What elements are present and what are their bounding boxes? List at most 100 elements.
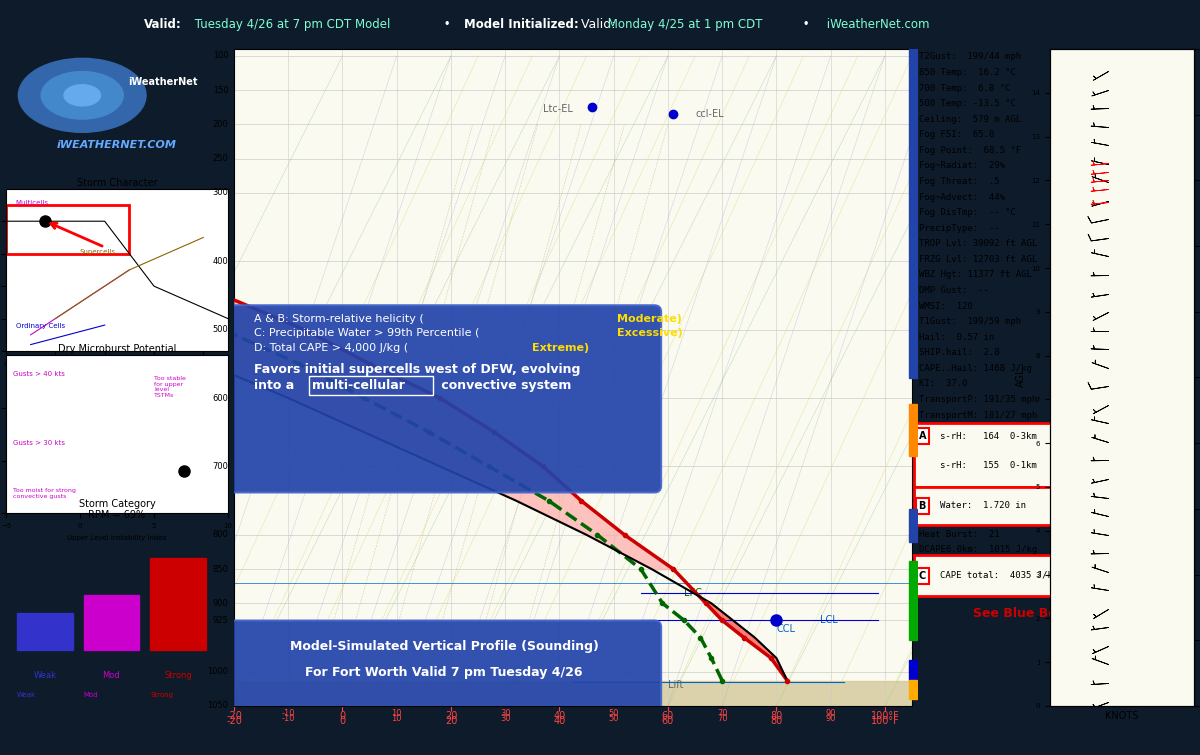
Text: Model-Simulated Vertical Profile (Sounding): Model-Simulated Vertical Profile (Soundi… [289,640,599,653]
Circle shape [41,72,124,119]
Text: iWEATHERNET.COM: iWEATHERNET.COM [56,140,176,150]
X-axis label: Shear    4km       10         20         30        40    m/s: Shear 4km 10 20 30 40 m/s [29,372,205,378]
Text: Moderate): Moderate) [617,313,682,324]
Text: 1050: 1050 [208,701,228,710]
Text: 700 Temp:  6.8 °C: 700 Temp: 6.8 °C [919,84,1010,93]
Text: LFC: LFC [684,588,702,598]
Text: CAPE total:  4035 J/kg: CAPE total: 4035 J/kg [940,572,1058,580]
Text: 70: 70 [716,710,727,718]
Text: 90: 90 [826,714,836,723]
Text: iWeatherNet.com: iWeatherNet.com [823,18,929,31]
Text: 0: 0 [340,710,346,721]
Text: ccl-EL: ccl-EL [695,109,724,119]
Bar [84,595,139,650]
Title: Dry Microburst Potential: Dry Microburst Potential [58,344,176,354]
Text: Extreme): Extreme) [533,343,589,353]
Text: Fog Point:  68.5 °F: Fog Point: 68.5 °F [919,146,1021,155]
Text: Weak: Weak [17,692,36,698]
Text: DMP Gust:  --: DMP Gust: -- [919,286,989,295]
FancyBboxPatch shape [227,621,661,713]
Text: -10: -10 [282,710,295,718]
Text: s-rH:   164  0-3km: s-rH: 164 0-3km [940,432,1037,441]
Text: Favors initial supercells west of DFW, evolving: Favors initial supercells west of DFW, e… [254,363,581,376]
Text: Gusts > 40 kts: Gusts > 40 kts [13,371,65,377]
Text: TransportP: 191/35 mph: TransportP: 191/35 mph [919,395,1037,404]
Bar [910,404,917,456]
Text: 800: 800 [212,530,228,539]
Text: 900: 900 [212,599,228,608]
Text: Mod: Mod [102,671,120,680]
Bar [910,680,917,699]
Text: Tuesday 4/26 at 7 pm CDT Model: Tuesday 4/26 at 7 pm CDT Model [191,18,394,31]
Title: Storm Category
RPM = 69%: Storm Category RPM = 69% [79,498,155,520]
Text: SHIP.hail:  2.8: SHIP.hail: 2.8 [919,348,1000,357]
Text: •: • [799,18,814,31]
Bar [234,680,912,706]
Text: Too stable
for upper
level
TSTMs: Too stable for upper level TSTMs [154,376,186,398]
Text: 70: 70 [716,714,727,723]
X-axis label: KNOTS: KNOTS [1105,711,1139,722]
Text: TransportM: 181/27 mph: TransportM: 181/27 mph [919,411,1037,420]
Text: PrecipType:  --: PrecipType: -- [919,223,1000,233]
Text: T2Gust:  199/44 mph: T2Gust: 199/44 mph [919,52,1021,61]
X-axis label: Upper Level Instability Index: Upper Level Instability Index [67,535,167,541]
Text: Ltc-EL: Ltc-EL [544,104,574,114]
Text: 300: 300 [212,188,228,197]
Bar [910,49,917,378]
Text: Fog~Radiat:  29%: Fog~Radiat: 29% [919,162,1004,171]
Text: Multicells: Multicells [16,200,49,206]
Circle shape [64,85,101,106]
Text: s-rH:   155  0-1km: s-rH: 155 0-1km [940,461,1037,470]
Text: 150: 150 [212,85,228,94]
Text: Valid:: Valid: [144,18,181,31]
Text: •: • [440,18,455,31]
Text: For Fort Worth Valid 7 pm Tuesday 4/26: For Fort Worth Valid 7 pm Tuesday 4/26 [306,667,583,680]
Bar [150,558,206,650]
Text: Weak: Weak [34,671,56,680]
Text: Heat Burst:  21: Heat Burst: 21 [919,530,1000,539]
Text: 30: 30 [500,714,510,723]
Text: 100°F: 100°F [870,710,899,721]
Text: WBZ Hgt: 11377 ft AGL: WBZ Hgt: 11377 ft AGL [919,270,1032,279]
Circle shape [18,58,146,132]
Text: Fog DisTmp:  -- °C: Fog DisTmp: -- °C [919,208,1015,217]
Text: 100: 100 [212,51,228,60]
Text: Valid:: Valid: [581,18,619,31]
Text: 80: 80 [770,710,782,721]
Text: TROP Lvl: 39092 ft AGL: TROP Lvl: 39092 ft AGL [919,239,1037,248]
Text: Too moist for strong
convective gusts: Too moist for strong convective gusts [13,488,77,498]
Text: 600: 600 [212,393,228,402]
Bar [6,205,130,254]
Text: B: B [919,501,926,511]
Text: Gusts > 30 kts: Gusts > 30 kts [13,439,66,445]
Text: 400: 400 [212,257,228,266]
Text: Lift: Lift [668,680,683,690]
Text: 20: 20 [445,710,457,721]
Text: 90: 90 [826,710,836,718]
Text: Fog Threat:  .5: Fog Threat: .5 [919,177,1000,186]
Text: iWeatherNet: iWeatherNet [128,77,197,87]
Text: -10: -10 [282,714,295,723]
Bar [910,509,917,542]
Bar [910,660,917,680]
Text: Strong: Strong [150,692,173,698]
Text: Water:  1.720 in: Water: 1.720 in [940,501,1026,510]
Text: CCL: CCL [776,624,796,634]
Bar [17,613,73,650]
Text: DCAPE6.0km:  1015 J/kg: DCAPE6.0km: 1015 J/kg [919,545,1037,554]
Text: A & B: Storm-relative helicity (: A & B: Storm-relative helicity ( [254,313,424,324]
Text: 40: 40 [553,710,565,721]
Text: CAPE..Hail: 1468 J/kg: CAPE..Hail: 1468 J/kg [919,364,1032,373]
Text: D: Total CAPE > 4,000 J/kg (: D: Total CAPE > 4,000 J/kg ( [254,343,408,353]
Text: multi-cellular: multi-cellular [312,379,404,392]
Title: Storm Character: Storm Character [77,178,157,188]
Text: Ordinary Cells: Ordinary Cells [16,323,65,329]
Text: C: Precipitable Water > 99th Percentile (: C: Precipitable Water > 99th Percentile … [254,328,480,338]
Text: Supercells: Supercells [80,248,116,254]
Text: LCL: LCL [820,615,838,625]
Text: Hail:  0.57 in: Hail: 0.57 in [919,333,994,342]
Text: Strong: Strong [164,671,192,680]
Text: KI:  37.0: KI: 37.0 [919,379,967,388]
Text: Fog~Advect:  44%: Fog~Advect: 44% [919,193,1004,202]
Text: 10: 10 [391,714,402,723]
